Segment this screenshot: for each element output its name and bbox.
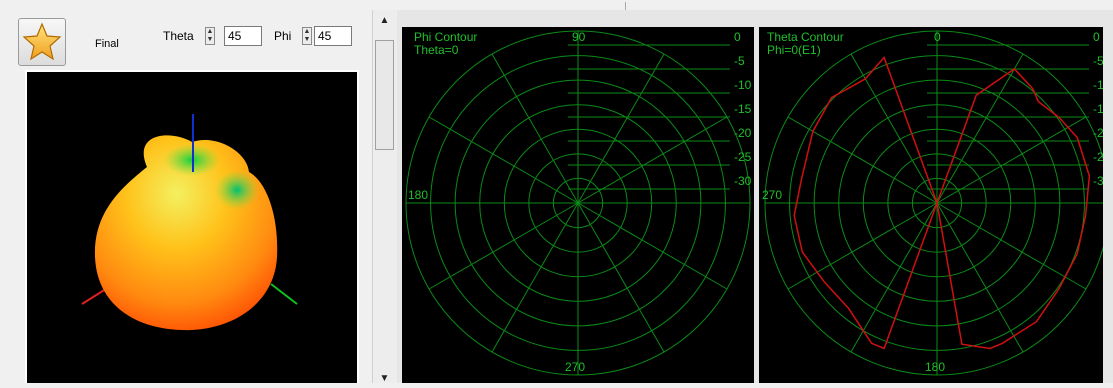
star-icon [22,22,62,61]
db-tick-label: -15 [1093,102,1103,116]
theta-spinner[interactable]: ▲ ▼ [205,27,215,45]
theta-trace [793,56,1091,350]
phi-contour-panel: Phi Contour Theta=0 90 180 270 0 -5 -10 -15… [402,27,754,383]
y-axis-line [270,283,298,305]
grid-spoke [577,53,665,204]
grid-spoke [850,202,938,353]
splitter-divider [625,2,626,10]
spin-down-icon[interactable]: ▼ [206,36,214,43]
grid-spoke [936,116,1087,204]
grid-spoke [936,53,1024,204]
db-tick-label: -30 [1093,174,1103,188]
grid-spoke [491,53,579,204]
phi-contour-chart: Phi Contour Theta=0 90 180 270 0 -5 -10 -15… [405,30,752,376]
grid-spoke [577,202,665,353]
grid-spoke [577,202,728,290]
chart-subtitle: Phi=0(E1) [767,43,821,57]
chart-title: Phi Contour [414,30,477,44]
angle-label-left: 180 [408,188,428,202]
theta-contour-chart: Theta Contour Phi=0(E1) 0 270 180 0 -5 -10… [762,30,1111,376]
spin-up-icon[interactable]: ▲ [206,28,214,35]
phi-input[interactable] [314,26,352,46]
db-tick-label: 0 [1093,30,1100,44]
trace-layer [793,56,1091,350]
db-tick-label: 0 [734,30,741,44]
db-tick-label: -20 [734,126,752,140]
angle-label-bottom: 270 [565,360,585,374]
theta-label: Theta [163,29,194,43]
phi-label: Phi [274,29,292,43]
arrow-up-icon[interactable]: ▲ [379,15,390,26]
db-tick-label: -30 [734,174,752,188]
favorite-button[interactable] [18,18,66,66]
spin-up-icon[interactable]: ▲ [303,28,311,35]
db-tick-label: -10 [734,78,752,92]
grid-spoke [428,116,579,204]
scrollbar-thumb[interactable] [375,40,394,150]
angle-label-left: 270 [762,188,782,202]
angle-label-top: 0 [934,30,941,44]
final-label: Final [95,38,119,50]
grid-spoke [577,116,728,204]
theta-input[interactable] [224,26,262,46]
db-tick-label: -15 [734,102,752,116]
theta-contour-panel: Theta Contour Phi=0(E1) 0 270 180 0 -5 -10… [759,27,1111,383]
grid-spoke [936,202,1087,290]
chart-title: Theta Contour [767,30,844,44]
phi-spinner[interactable]: ▲ ▼ [302,27,312,45]
db-tick-label: -25 [1093,150,1103,164]
grid-spoke [850,53,938,204]
grid-spoke [787,116,938,204]
db-tick-label: -10 [1093,78,1103,92]
db-tick-label: -5 [1093,54,1103,68]
polar-grid [405,30,751,376]
grid-spoke [936,202,1024,353]
grid-spoke [428,202,579,290]
3d-pattern-viewport[interactable] [27,72,357,383]
angle-label-top: 90 [572,30,586,44]
grid-spoke [787,202,938,290]
db-tick-label: -5 [734,54,745,68]
polar-grid [764,30,1110,376]
angle-label-bottom: 180 [925,360,945,374]
db-tick-label: -20 [1093,126,1103,140]
db-tick-label: -25 [734,150,752,164]
spin-down-icon[interactable]: ▼ [303,36,311,43]
arrow-down-icon[interactable]: ▼ [379,373,390,384]
radiation-pattern-3d [81,114,298,331]
chart-subtitle: Theta=0 [414,43,459,57]
top-strip [0,0,1113,10]
grid-spoke [491,202,579,353]
